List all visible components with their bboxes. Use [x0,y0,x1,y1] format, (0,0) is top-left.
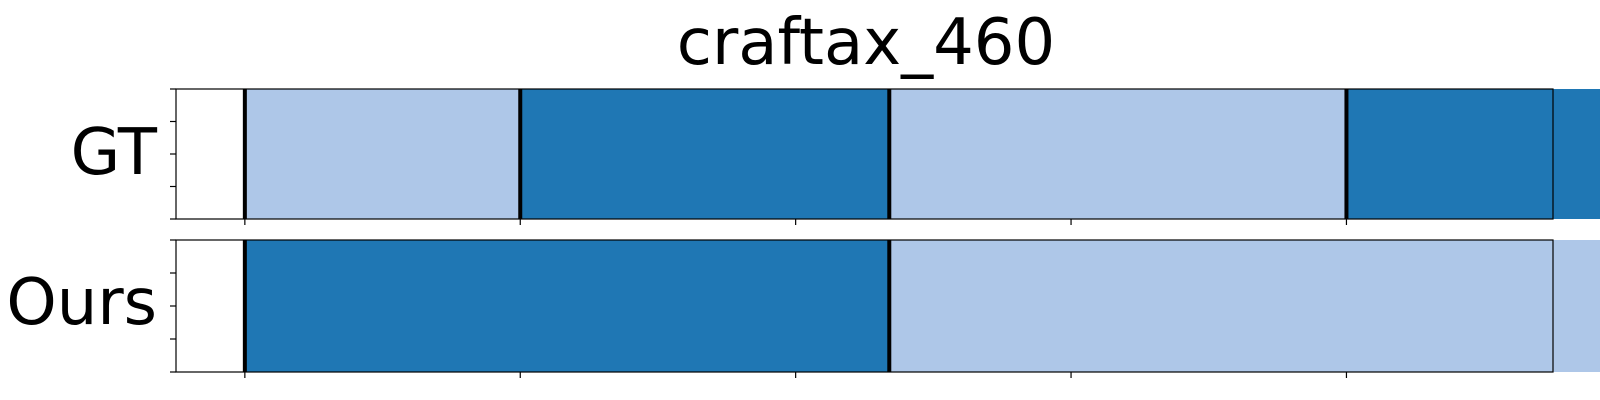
chart-title: craftax_460 [677,6,1055,80]
segment-bar [244,240,890,372]
segment-bar [1346,89,1600,219]
row-label: Ours [6,266,157,340]
segment-bar [889,89,1347,219]
panel-gt: GT [71,88,1600,225]
panel-ours: Ours [6,239,1600,378]
segment-bar [244,89,521,219]
panels: GT Ours [6,88,1600,378]
row-label: GT [71,116,158,190]
segment-bar [520,89,890,219]
segment-bar [889,240,1600,372]
